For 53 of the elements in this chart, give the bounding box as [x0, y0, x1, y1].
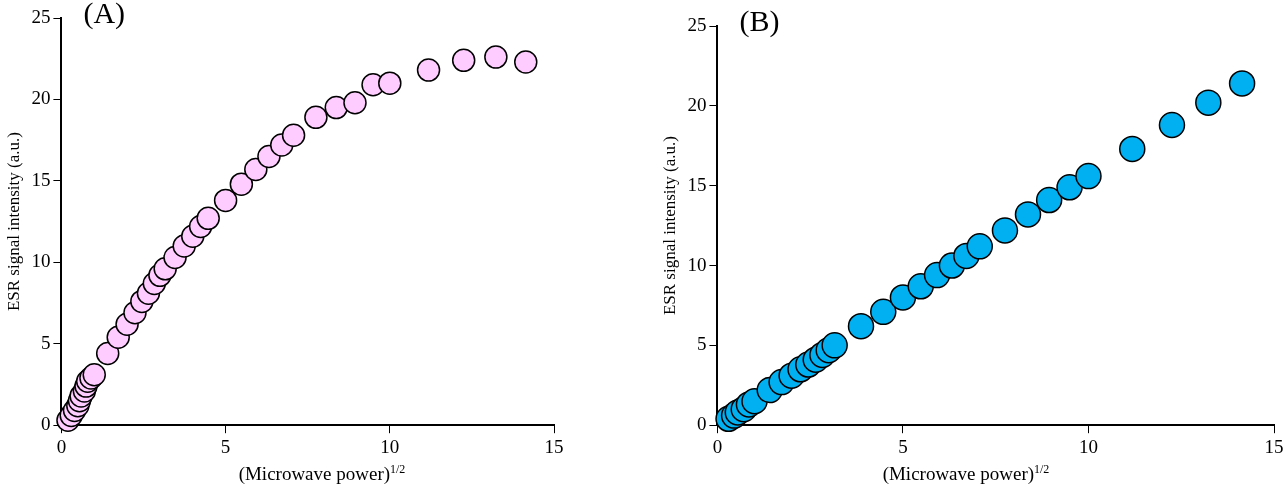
- chart-title: (A): [83, 0, 126, 30]
- x-tick-label: 15: [1264, 435, 1284, 457]
- point: [1228, 70, 1256, 97]
- point: [213, 188, 238, 213]
- y-axis-title: ESR signal intensity (a.u.): [3, 132, 23, 312]
- point: [991, 217, 1019, 244]
- point: [1119, 135, 1146, 163]
- point: [889, 284, 917, 311]
- y-tick-label: 5: [40, 331, 51, 353]
- point: [1158, 111, 1186, 139]
- point: [343, 90, 367, 115]
- x-tick-label: 10: [380, 435, 400, 457]
- y-axis-title: ESR signal intensity (a.u.): [659, 136, 679, 316]
- point: [514, 50, 538, 74]
- point: [1075, 162, 1102, 190]
- y-tick-label: 0: [696, 413, 707, 435]
- x-axis-title: (Microwave power)$^{1/2}$: [237, 462, 407, 486]
- x-tick-label: 5: [898, 435, 908, 457]
- chart-title: (B): [739, 3, 780, 38]
- point: [870, 298, 897, 326]
- point: [95, 341, 120, 366]
- point: [304, 105, 328, 130]
- point: [281, 123, 306, 148]
- y-tick-label: 15: [687, 173, 707, 195]
- y-tick-label: 25: [31, 5, 51, 27]
- y-tick-label: 5: [696, 333, 707, 355]
- point: [324, 95, 349, 120]
- point: [1056, 174, 1083, 201]
- y-tick-label: 0: [40, 413, 51, 435]
- point: [821, 332, 848, 359]
- x-tick-label: 0: [712, 435, 723, 457]
- y-tick-label: 10: [31, 250, 51, 272]
- y-tick-label: 25: [687, 13, 707, 35]
- x-tick-label: 0: [56, 435, 67, 457]
- point: [229, 172, 254, 196]
- x-tick-label: 10: [1078, 435, 1098, 457]
- point: [451, 48, 476, 73]
- x-tick-label: 15: [544, 435, 564, 457]
- point: [378, 71, 402, 95]
- point: [196, 206, 220, 231]
- point: [847, 312, 875, 340]
- y-tick-label: 15: [31, 168, 51, 190]
- point: [484, 45, 508, 69]
- y-tick-label: 10: [687, 253, 707, 275]
- y-tick-label: 20: [687, 93, 707, 115]
- y-tick-label: 20: [31, 87, 51, 109]
- point: [1014, 201, 1042, 228]
- point: [1035, 186, 1063, 214]
- point: [416, 58, 441, 82]
- point: [966, 233, 993, 260]
- x-tick-label: 5: [220, 435, 231, 457]
- point: [1195, 89, 1222, 116]
- x-axis-title: (Microwave power)$^{1/2}$: [881, 462, 1051, 486]
